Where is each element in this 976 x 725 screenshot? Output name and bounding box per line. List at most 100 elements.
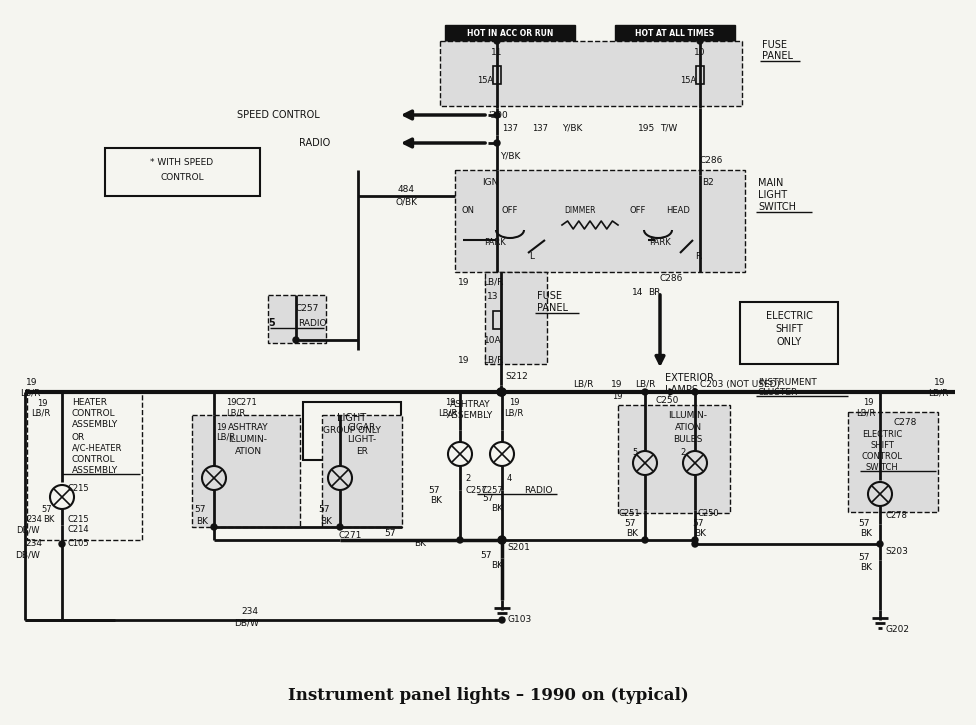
Text: 2: 2	[465, 473, 470, 483]
Text: ASSEMBLY: ASSEMBLY	[72, 420, 118, 428]
Text: 57: 57	[859, 520, 870, 529]
Text: LB/R: LB/R	[216, 433, 235, 442]
Text: 234: 234	[25, 539, 42, 549]
Text: 57: 57	[194, 505, 206, 515]
Text: BK: BK	[491, 560, 503, 570]
Text: SPEED CONTROL: SPEED CONTROL	[237, 110, 320, 120]
Text: C278: C278	[893, 418, 916, 426]
Text: LB/R: LB/R	[573, 379, 593, 389]
Circle shape	[498, 388, 506, 396]
Circle shape	[692, 537, 698, 543]
Circle shape	[494, 140, 500, 146]
Text: 234: 234	[26, 515, 42, 523]
Text: 57: 57	[859, 552, 870, 561]
Text: 19: 19	[216, 423, 226, 431]
Bar	[696, 66, 704, 84]
Circle shape	[697, 38, 703, 44]
Text: ASHTRAY: ASHTRAY	[450, 399, 490, 408]
Text: S203: S203	[885, 547, 908, 555]
Text: 5: 5	[632, 447, 637, 457]
Text: BR: BR	[648, 288, 661, 297]
Text: EXTERIOR: EXTERIOR	[665, 373, 713, 383]
Text: PARK: PARK	[484, 238, 506, 247]
Text: ILLUMIN-: ILLUMIN-	[228, 434, 267, 444]
Bar	[440, 41, 742, 106]
Text: O/BK: O/BK	[395, 197, 417, 207]
Text: C271: C271	[339, 531, 362, 539]
Text: BK: BK	[43, 515, 54, 524]
Text: HEATER: HEATER	[72, 397, 107, 407]
Circle shape	[59, 541, 65, 547]
Text: 10A: 10A	[484, 336, 502, 344]
Text: 19: 19	[458, 355, 469, 365]
Bar	[27, 392, 142, 540]
Circle shape	[642, 537, 648, 543]
Text: CONTROL: CONTROL	[72, 455, 115, 463]
Text: ER: ER	[356, 447, 368, 455]
Text: HEAD: HEAD	[666, 205, 690, 215]
Text: 57: 57	[480, 550, 492, 560]
Bar	[485, 272, 547, 364]
Text: 4: 4	[507, 473, 512, 483]
Text: 2: 2	[680, 447, 685, 457]
Text: BULBS: BULBS	[673, 434, 703, 444]
Bar	[445, 25, 575, 41]
Circle shape	[877, 541, 883, 547]
Circle shape	[457, 537, 463, 543]
Text: ELECTRIC: ELECTRIC	[862, 429, 902, 439]
Text: GROUP ONLY: GROUP ONLY	[323, 426, 381, 434]
Text: C278: C278	[885, 512, 907, 521]
Text: 10: 10	[694, 48, 706, 57]
Text: C257: C257	[482, 486, 504, 494]
Circle shape	[692, 389, 698, 395]
Text: SWITCH: SWITCH	[758, 202, 796, 212]
Text: CIGAR: CIGAR	[347, 423, 376, 431]
Text: BK: BK	[430, 495, 442, 505]
Text: C215: C215	[68, 515, 90, 523]
Text: ELECTRIC: ELECTRIC	[765, 311, 812, 321]
Text: ATION: ATION	[234, 447, 262, 455]
Text: ONLY: ONLY	[777, 337, 801, 347]
Text: FUSE: FUSE	[762, 40, 787, 50]
Text: ON: ON	[462, 205, 474, 215]
Text: BK: BK	[491, 503, 503, 513]
Bar	[192, 415, 300, 527]
Text: ATION: ATION	[674, 423, 702, 431]
Circle shape	[494, 112, 500, 118]
Text: CONTROL: CONTROL	[160, 173, 204, 181]
Text: SHIFT: SHIFT	[870, 441, 894, 450]
Text: Y/BK: Y/BK	[562, 123, 583, 133]
Text: C203 (NOT USED): C203 (NOT USED)	[700, 379, 780, 389]
Text: ASHTRAY: ASHTRAY	[227, 423, 268, 431]
Text: LB/R: LB/R	[928, 389, 949, 397]
Text: Y/BK: Y/BK	[500, 152, 520, 160]
Circle shape	[692, 541, 698, 547]
Text: 14: 14	[631, 288, 643, 297]
Text: 19: 19	[612, 392, 623, 400]
Circle shape	[337, 524, 343, 530]
Text: 137: 137	[502, 123, 518, 133]
Circle shape	[494, 38, 500, 44]
Text: MAIN: MAIN	[758, 178, 784, 188]
Text: DB/W: DB/W	[234, 618, 260, 628]
Text: L: L	[530, 252, 535, 260]
Text: CLUSTER: CLUSTER	[758, 387, 798, 397]
Text: S212: S212	[505, 371, 528, 381]
Text: G202: G202	[885, 626, 909, 634]
Text: 234: 234	[241, 608, 259, 616]
Text: OFF: OFF	[630, 205, 646, 215]
Bar	[105, 148, 260, 196]
Text: 19: 19	[445, 397, 455, 407]
Text: BK: BK	[320, 516, 332, 526]
Text: BK: BK	[860, 563, 872, 573]
Circle shape	[642, 389, 648, 395]
Text: 57: 57	[41, 505, 52, 515]
Text: 19: 19	[611, 379, 623, 389]
Text: 11: 11	[491, 48, 503, 57]
Text: C251: C251	[619, 508, 640, 518]
Text: 19: 19	[26, 378, 38, 386]
Text: C286: C286	[700, 155, 723, 165]
Text: 19: 19	[863, 397, 874, 407]
Text: * WITH SPEED: * WITH SPEED	[150, 157, 214, 167]
Text: PANEL: PANEL	[537, 303, 568, 313]
